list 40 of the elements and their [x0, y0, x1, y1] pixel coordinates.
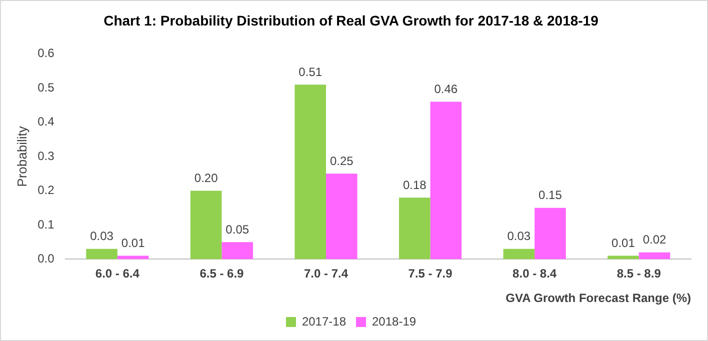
- bar: [503, 248, 535, 260]
- y-tick-label: 0.0: [38, 252, 55, 266]
- data-label: 0.01: [121, 236, 146, 250]
- data-label: 0.05: [226, 222, 250, 236]
- y-tick-label: 0.3: [38, 148, 55, 163]
- y-axis-title: Probability: [14, 126, 30, 187]
- y-tick-label: 0.6: [38, 46, 55, 60]
- bar: [326, 174, 358, 260]
- data-label: 0.18: [402, 178, 427, 192]
- data-label: 0.15: [538, 188, 562, 202]
- bar: [222, 242, 253, 260]
- data-label: 0.20: [194, 171, 218, 186]
- y-tick-label: 0.4: [38, 114, 55, 129]
- x-tick-label: 6.0 - 6.4: [95, 266, 140, 281]
- y-tick-label: 0.2: [38, 183, 55, 198]
- data-label: 0.01: [612, 236, 636, 250]
- data-label: 0.03: [90, 229, 114, 244]
- bar: [430, 102, 462, 260]
- x-tick-label: 6.5 - 6.9: [200, 266, 244, 281]
- x-tick-label: 8.5 - 8.9: [616, 266, 662, 281]
- chart-title: Chart 1: Probability Distribution of Real GVA Growth for 2017-18 & 2018-19: [104, 12, 599, 28]
- data-label: 0.25: [330, 154, 354, 168]
- x-tick-label: 8.0 - 8.4: [512, 266, 557, 281]
- y-tick-label: 0.5: [38, 80, 55, 94]
- data-label: 0.03: [507, 229, 531, 244]
- bar: [86, 248, 118, 260]
- bar: [294, 84, 326, 260]
- bar: [638, 252, 670, 260]
- y-tick-label: 0.1: [38, 217, 55, 232]
- legend-label: 2017-18: [302, 314, 346, 328]
- data-label: 0.02: [642, 232, 666, 247]
- x-tick-label: 7.0 - 7.4: [304, 266, 348, 281]
- legend-label: 2018-19: [372, 314, 416, 328]
- bar: [190, 190, 222, 260]
- data-label: 0.46: [434, 82, 458, 96]
- x-tick-label: 7.5 - 7.9: [408, 266, 453, 281]
- x-axis-title: GVA Growth Forecast Range (%): [506, 291, 691, 306]
- bar: [534, 208, 566, 260]
- bar: [399, 198, 430, 260]
- data-label: 0.51: [298, 64, 322, 79]
